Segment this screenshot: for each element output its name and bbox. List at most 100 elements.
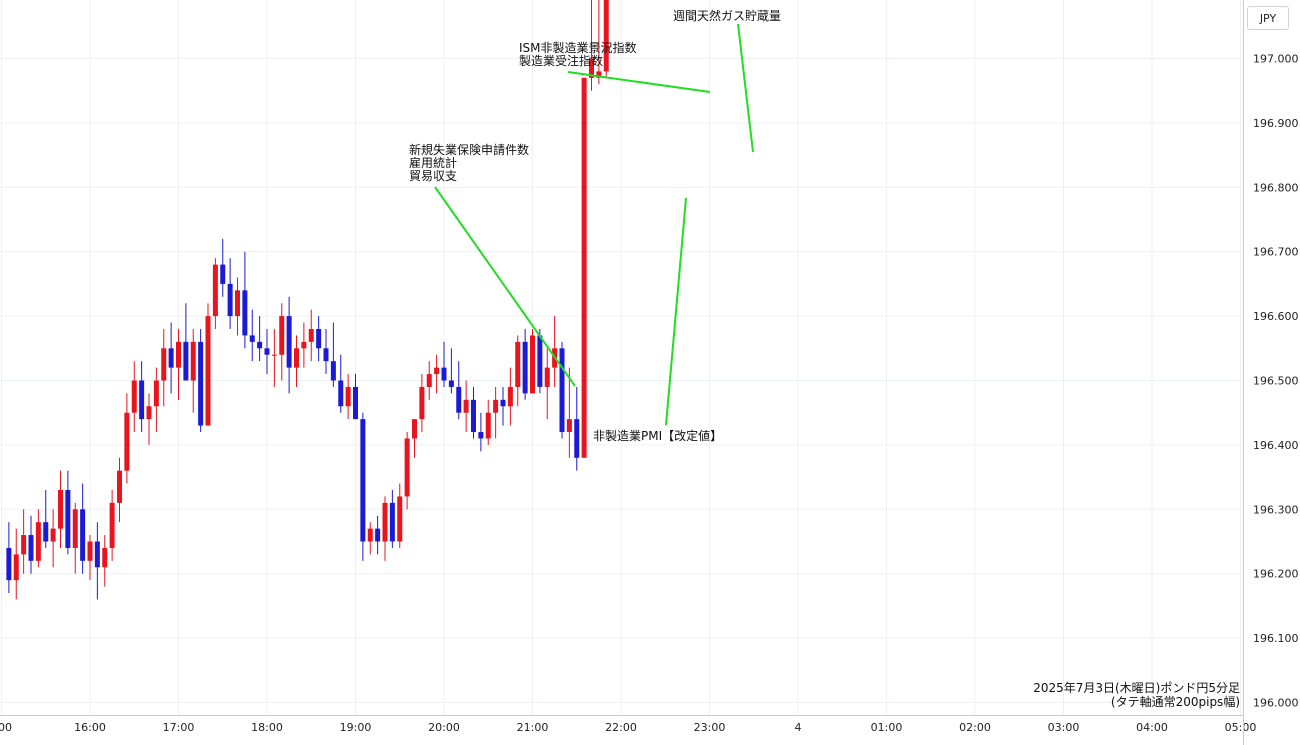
- candle-body: [544, 367, 550, 387]
- candle: [456, 361, 462, 420]
- candle-body: [412, 419, 417, 439]
- candle-body: [589, 58, 594, 78]
- candle-body: [220, 264, 226, 284]
- candle: [537, 328, 543, 394]
- candle-body: [21, 535, 27, 555]
- candle: [522, 328, 528, 400]
- x-tick-label: 03:00: [1048, 721, 1080, 734]
- candle-body: [227, 283, 233, 317]
- x-tick-label: 04:00: [1136, 721, 1168, 734]
- candle: [530, 328, 535, 394]
- candle-body: [28, 535, 34, 561]
- candle-body: [146, 406, 152, 420]
- candles: [6, 0, 609, 600]
- candle: [367, 522, 373, 555]
- candle: [205, 303, 211, 426]
- candle: [28, 515, 34, 574]
- annotation-text: ISM非製造業景況指数: [519, 41, 637, 55]
- chart-caption: 2025年7月3日(木曜日)ポンド円5分足 (タテ軸通常200pips幅): [1033, 681, 1240, 709]
- candle-body: [345, 386, 351, 407]
- candle: [131, 361, 137, 433]
- y-tick-label: 197.100: [1253, 0, 1299, 1]
- candle-body: [257, 341, 263, 349]
- candle: [485, 399, 491, 445]
- x-tick-label: 17:00: [163, 721, 195, 734]
- candle-body: [448, 380, 454, 387]
- candle-body: [58, 489, 63, 529]
- candle-body: [515, 341, 521, 387]
- y-tick-label: 197.000: [1253, 53, 1299, 66]
- candle: [493, 386, 499, 439]
- candle-body: [360, 419, 366, 542]
- x-tick-label: 4: [795, 721, 802, 734]
- candle-body: [581, 77, 587, 458]
- candle: [176, 328, 181, 400]
- candle: [117, 457, 122, 523]
- x-tick-label: 05:00: [1225, 721, 1257, 734]
- candle-body: [456, 386, 462, 413]
- x-tick-label: 20:00: [428, 721, 460, 734]
- currency-badge[interactable]: JPY: [1247, 6, 1289, 30]
- annotation-text: 新規失業保険申請件数: [409, 143, 530, 157]
- candle: [338, 354, 344, 413]
- caption-line: (タテ軸通常200pips幅): [1110, 695, 1240, 709]
- annotation-services-pmi: 非製造業PMI【改定値】: [593, 430, 722, 443]
- x-tick-label: 19:00: [340, 721, 372, 734]
- candle-body: [382, 502, 388, 542]
- candle: [515, 335, 521, 407]
- x-tick-label: 22:00: [605, 721, 637, 734]
- candle: [301, 322, 307, 368]
- candle-body: [559, 348, 565, 433]
- candle: [109, 489, 115, 561]
- candle: [242, 251, 248, 349]
- candle: [448, 348, 454, 394]
- candle-body: [574, 419, 580, 458]
- candle: [559, 341, 565, 439]
- candle-body: [271, 354, 277, 356]
- candle-body: [308, 328, 314, 342]
- annotation-text: 雇用統計: [409, 156, 458, 170]
- y-tick-label: 196.800: [1253, 181, 1299, 194]
- candle-body: [109, 502, 115, 548]
- candle-body: [65, 489, 71, 548]
- candle-body: [603, 0, 609, 72]
- candle-body: [478, 432, 484, 439]
- candle: [552, 316, 558, 387]
- candle: [72, 502, 78, 574]
- candle-body: [367, 528, 373, 542]
- candle-body: [397, 496, 403, 542]
- candle-body: [124, 412, 130, 471]
- candle-body: [198, 341, 204, 426]
- annotation-gas-storage: 週間天然ガス貯蔵量: [673, 10, 781, 23]
- candle: [566, 367, 572, 458]
- candle: [581, 77, 587, 458]
- candle: [80, 483, 86, 574]
- candle: [603, 0, 609, 78]
- candle: [544, 348, 550, 420]
- candle: [124, 393, 130, 484]
- candle-body: [500, 399, 506, 407]
- candle: [397, 483, 403, 548]
- annotation-line: [737, 23, 754, 153]
- candle-body: [13, 554, 19, 581]
- candle-body: [264, 348, 270, 355]
- candle-body: [522, 341, 528, 394]
- candle-body: [249, 335, 255, 342]
- candle: [21, 509, 27, 574]
- y-tick-label: 196.100: [1253, 632, 1299, 645]
- y-tick-label: 196.300: [1253, 503, 1299, 516]
- candle-body: [389, 502, 395, 542]
- y-tick-label: 196.900: [1253, 117, 1299, 130]
- candle: [345, 374, 351, 420]
- annotation-lines: [434, 23, 754, 426]
- candle: [471, 386, 476, 439]
- candle: [58, 470, 63, 548]
- candle: [412, 419, 417, 458]
- candle: [6, 522, 12, 594]
- candle-body: [87, 541, 93, 561]
- candle: [249, 309, 255, 362]
- candle: [43, 489, 49, 548]
- candle: [404, 432, 410, 510]
- candle: [589, 0, 594, 91]
- candle-body: [353, 386, 358, 420]
